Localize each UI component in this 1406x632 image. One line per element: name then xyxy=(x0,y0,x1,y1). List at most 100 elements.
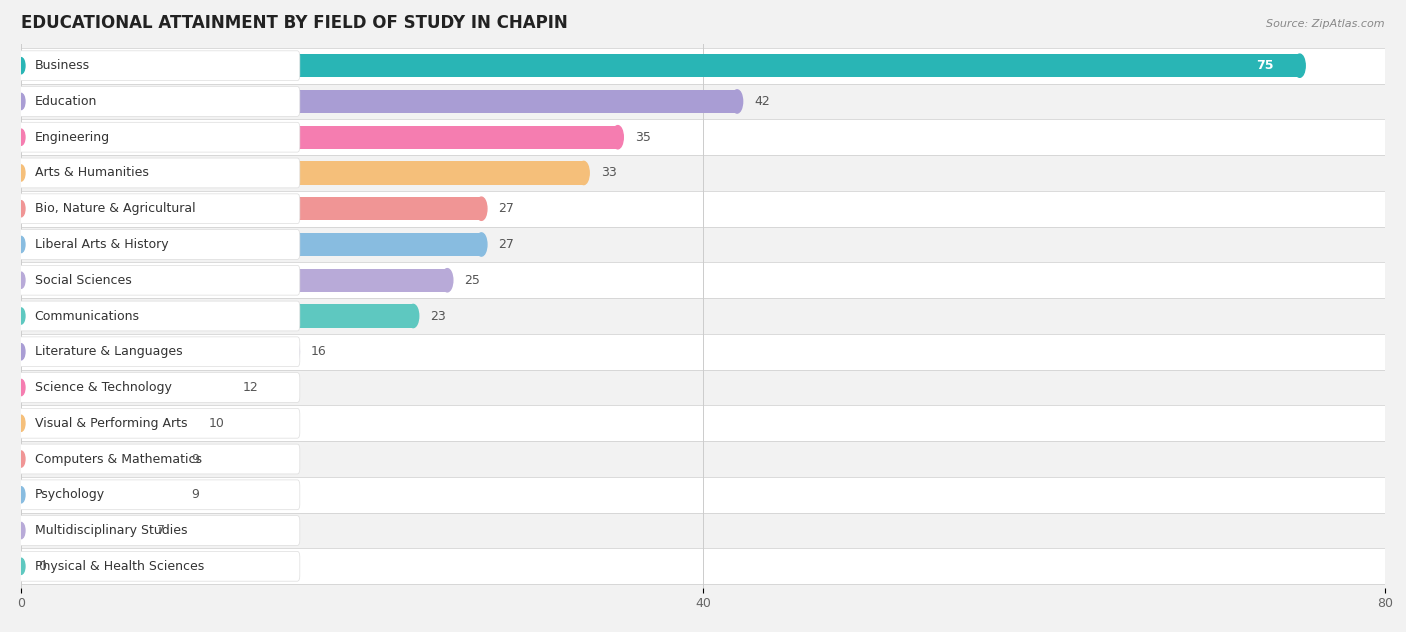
Circle shape xyxy=(17,272,25,288)
Circle shape xyxy=(1294,54,1305,77)
Bar xyxy=(21,483,174,506)
Circle shape xyxy=(17,165,25,181)
FancyBboxPatch shape xyxy=(14,123,299,152)
Text: 25: 25 xyxy=(464,274,481,287)
FancyBboxPatch shape xyxy=(14,337,299,367)
Text: Multidisciplinary Studies: Multidisciplinary Studies xyxy=(35,524,187,537)
FancyBboxPatch shape xyxy=(14,194,299,224)
Text: Bio, Nature & Agricultural: Bio, Nature & Agricultural xyxy=(35,202,195,216)
Circle shape xyxy=(169,447,180,471)
Text: 12: 12 xyxy=(243,381,259,394)
Text: EDUCATIONAL ATTAINMENT BY FIELD OF STUDY IN CHAPIN: EDUCATIONAL ATTAINMENT BY FIELD OF STUDY… xyxy=(21,13,568,32)
Bar xyxy=(21,83,1385,119)
Text: Physical & Health Sciences: Physical & Health Sciences xyxy=(35,560,204,573)
Text: 10: 10 xyxy=(208,416,225,430)
Circle shape xyxy=(17,415,25,432)
Bar xyxy=(21,126,617,149)
Circle shape xyxy=(475,197,486,221)
Bar xyxy=(21,161,583,185)
Circle shape xyxy=(186,411,197,435)
Bar xyxy=(21,119,1385,155)
FancyBboxPatch shape xyxy=(14,229,299,259)
Circle shape xyxy=(17,451,25,467)
Text: 23: 23 xyxy=(430,310,446,322)
Circle shape xyxy=(17,200,25,217)
Text: Visual & Performing Arts: Visual & Performing Arts xyxy=(35,416,187,430)
Bar xyxy=(21,405,1385,441)
Text: Education: Education xyxy=(35,95,97,108)
Text: 7: 7 xyxy=(157,524,166,537)
Circle shape xyxy=(578,161,589,185)
Text: Liberal Arts & History: Liberal Arts & History xyxy=(35,238,169,251)
FancyBboxPatch shape xyxy=(14,408,299,438)
Circle shape xyxy=(17,58,25,74)
Bar xyxy=(21,447,174,471)
Circle shape xyxy=(17,379,25,396)
Circle shape xyxy=(17,236,25,253)
Bar xyxy=(21,305,413,327)
Bar xyxy=(21,549,1385,584)
Text: 35: 35 xyxy=(636,131,651,143)
Bar xyxy=(21,513,1385,549)
FancyBboxPatch shape xyxy=(14,516,299,545)
Bar xyxy=(21,519,141,542)
Bar xyxy=(21,227,1385,262)
FancyBboxPatch shape xyxy=(14,87,299,116)
Bar xyxy=(21,298,1385,334)
Text: Source: ZipAtlas.com: Source: ZipAtlas.com xyxy=(1267,19,1385,29)
Circle shape xyxy=(17,308,25,324)
Bar xyxy=(21,269,447,292)
Text: 9: 9 xyxy=(191,453,200,466)
Text: 27: 27 xyxy=(499,202,515,216)
Bar xyxy=(21,477,1385,513)
Bar xyxy=(21,340,294,363)
Circle shape xyxy=(475,233,486,256)
Circle shape xyxy=(17,523,25,538)
Circle shape xyxy=(17,129,25,145)
Circle shape xyxy=(17,487,25,503)
Bar xyxy=(21,441,1385,477)
Bar xyxy=(21,48,1385,83)
Bar xyxy=(21,191,1385,227)
Bar xyxy=(21,370,1385,405)
Text: 42: 42 xyxy=(754,95,770,108)
Text: 75: 75 xyxy=(1257,59,1274,72)
Text: 9: 9 xyxy=(191,489,200,501)
Circle shape xyxy=(408,305,419,327)
Text: Computers & Mathematics: Computers & Mathematics xyxy=(35,453,201,466)
FancyBboxPatch shape xyxy=(14,265,299,295)
Circle shape xyxy=(221,376,231,399)
Bar xyxy=(21,376,226,399)
FancyBboxPatch shape xyxy=(14,551,299,581)
Text: 16: 16 xyxy=(311,345,326,358)
Circle shape xyxy=(169,483,180,506)
Circle shape xyxy=(441,269,453,292)
Bar xyxy=(21,334,1385,370)
Text: Arts & Humanities: Arts & Humanities xyxy=(35,166,149,179)
Bar xyxy=(21,155,1385,191)
Text: Engineering: Engineering xyxy=(35,131,110,143)
Bar xyxy=(21,54,1299,77)
FancyBboxPatch shape xyxy=(14,301,299,331)
Circle shape xyxy=(17,94,25,109)
FancyBboxPatch shape xyxy=(14,373,299,403)
Circle shape xyxy=(731,90,742,113)
Circle shape xyxy=(135,519,146,542)
Circle shape xyxy=(288,340,299,363)
Text: Literature & Languages: Literature & Languages xyxy=(35,345,183,358)
Circle shape xyxy=(612,126,623,149)
Bar xyxy=(21,262,1385,298)
FancyBboxPatch shape xyxy=(14,158,299,188)
Circle shape xyxy=(17,558,25,574)
Text: 33: 33 xyxy=(600,166,616,179)
Text: Psychology: Psychology xyxy=(35,489,105,501)
FancyBboxPatch shape xyxy=(14,480,299,509)
Text: 0: 0 xyxy=(38,560,46,573)
Text: Business: Business xyxy=(35,59,90,72)
Text: Social Sciences: Social Sciences xyxy=(35,274,132,287)
FancyBboxPatch shape xyxy=(14,51,299,81)
Bar xyxy=(21,90,737,113)
Circle shape xyxy=(17,344,25,360)
Bar xyxy=(21,197,481,221)
FancyBboxPatch shape xyxy=(14,444,299,474)
